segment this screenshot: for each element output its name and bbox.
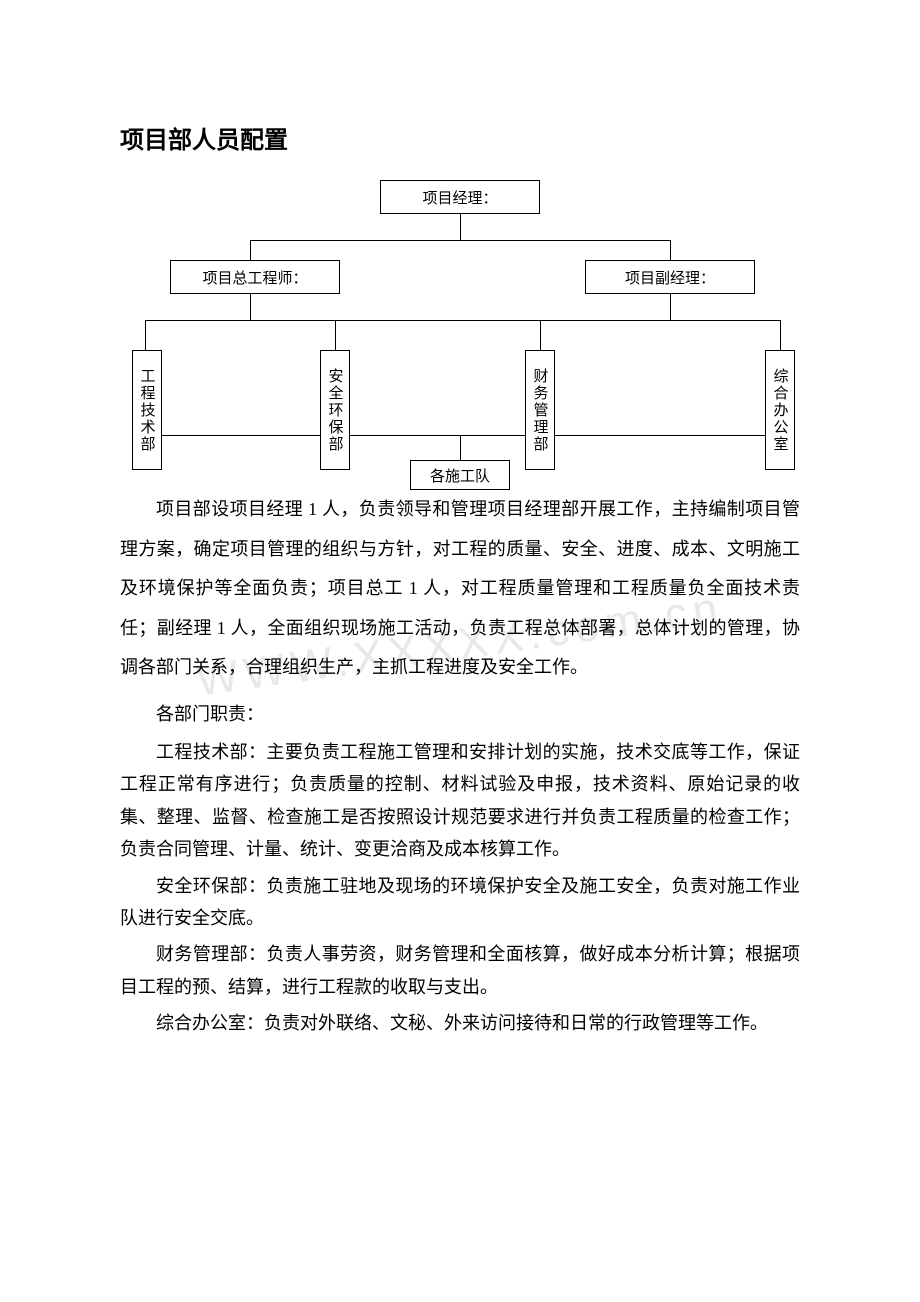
section-label: 各部门职责： [120,696,800,732]
node-root: 项目经理： [380,180,540,214]
paragraph-dept-finance: 财务管理部：负责人事劳资，财务管理和全面核算，做好成本分析计算；根据项目工程的预… [120,938,800,1003]
node-construction-teams: 各施工队 [410,460,510,490]
node-dept-office: 综合办公室 [765,350,795,470]
node-dept-safety: 安全环保部 [320,350,350,470]
node-dept-finance: 财务管理部 [525,350,555,470]
paragraph-dept-office: 综合办公室：负责对外联络、文秘、外来访问接待和日常的行政管理等工作。 [120,1007,800,1039]
node-dept-engineering: 工程技术部 [132,350,162,470]
page-title: 项目部人员配置 [120,120,800,155]
paragraph-dept-safety: 安全环保部：负责施工驻地及现场的环境保护安全及施工安全，负责对施工作业队进行安全… [120,870,800,935]
node-chief-engineer: 项目总工程师： [170,260,340,294]
node-deputy-manager: 项目副经理： [585,260,755,294]
org-chart: 项目经理： 项目总工程师： 项目副经理： 工程技术部 安全环保部 财务管理部 综… [120,180,800,520]
paragraph-dept-engineering: 工程技术部：主要负责工程施工管理和安排计划的实施，技术交底等工作，保证工程正常有… [120,736,800,866]
